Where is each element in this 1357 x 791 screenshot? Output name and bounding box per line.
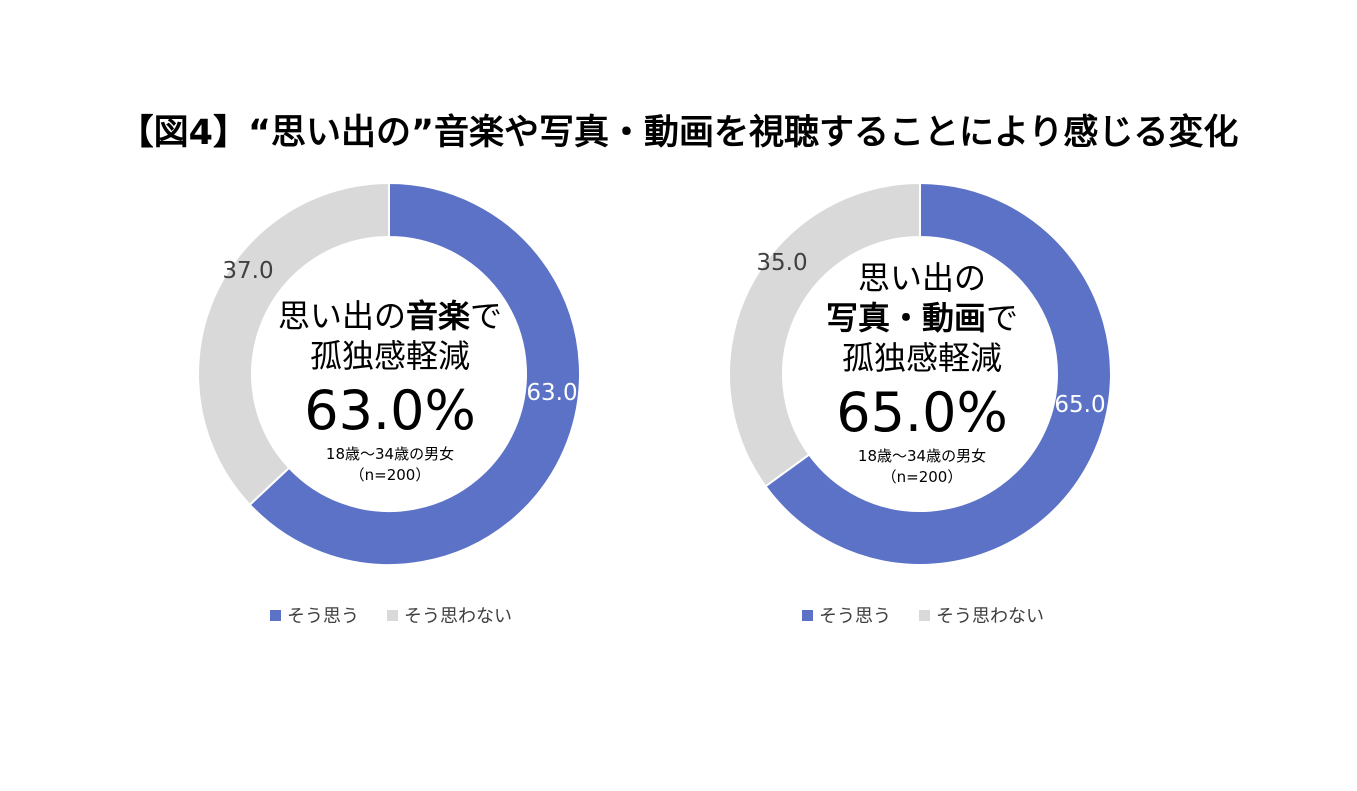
center-line-1: 思い出の音楽で [240, 296, 540, 336]
legend-item-yes: そう思う [802, 602, 891, 628]
legend-swatch-no [919, 609, 930, 621]
sample-description: 18歳～34歳の男女 [857, 447, 987, 465]
legend-item-yes: そう思う [270, 602, 359, 628]
donut-slice-no [197, 181, 390, 507]
center-line-2: 孤独感軽減 [841, 339, 1002, 377]
center-text-bold: 写真・動画 [825, 299, 986, 337]
sample-size: （n=200） [881, 468, 963, 486]
legend-item-no: そう思わない [387, 602, 512, 628]
legend-label-yes: そう思う [819, 606, 891, 627]
legend-swatch-yes [270, 609, 281, 621]
legend-label-yes: そう思う [287, 606, 359, 627]
data-label-no: 37.0 [222, 258, 273, 284]
legend-swatch-yes [802, 609, 813, 621]
donut-slice-no [728, 181, 921, 488]
center-line-0: 思い出の [857, 259, 986, 297]
donut-slice-yes [764, 181, 1112, 566]
data-label-no: 35.0 [756, 250, 807, 276]
center-text: 思い出の [277, 297, 406, 335]
data-label-yes: 63.0 [526, 380, 577, 406]
legend-music: そう思う そう思わない [270, 602, 540, 628]
legend-item-no: そう思わない [919, 602, 1044, 628]
center-percentage: 63.0% [304, 379, 476, 442]
center-line-1: 写真・動画で [772, 298, 1072, 338]
center-label-music: 思い出の音楽で 孤独感軽減 63.0% 18歳～34歳の男女 （n=200） [240, 296, 540, 486]
center-text-bold: 音楽 [405, 297, 470, 335]
center-text: で [470, 297, 503, 335]
center-text: で [986, 299, 1019, 337]
center-line-2: 孤独感軽減 [309, 337, 470, 375]
sample-description: 18歳～34歳の男女 [325, 445, 455, 463]
center-percentage: 65.0% [836, 381, 1008, 444]
center-label-photo-video: 思い出の 写真・動画で 孤独感軽減 65.0% 18歳～34歳の男女 （n=20… [772, 258, 1072, 488]
legend-photo-video: そう思う そう思わない [802, 602, 1072, 628]
legend-label-no: そう思わない [404, 606, 512, 627]
legend-label-no: そう思わない [936, 606, 1044, 627]
data-label-yes: 65.0 [1054, 392, 1105, 418]
legend-swatch-no [387, 609, 398, 621]
donut-slice-yes [248, 181, 581, 566]
sample-size: （n=200） [349, 466, 431, 484]
chart-title: 【図4】“思い出の”音楽や写真・動画を視聴することにより感じる変化 [118, 113, 1239, 153]
